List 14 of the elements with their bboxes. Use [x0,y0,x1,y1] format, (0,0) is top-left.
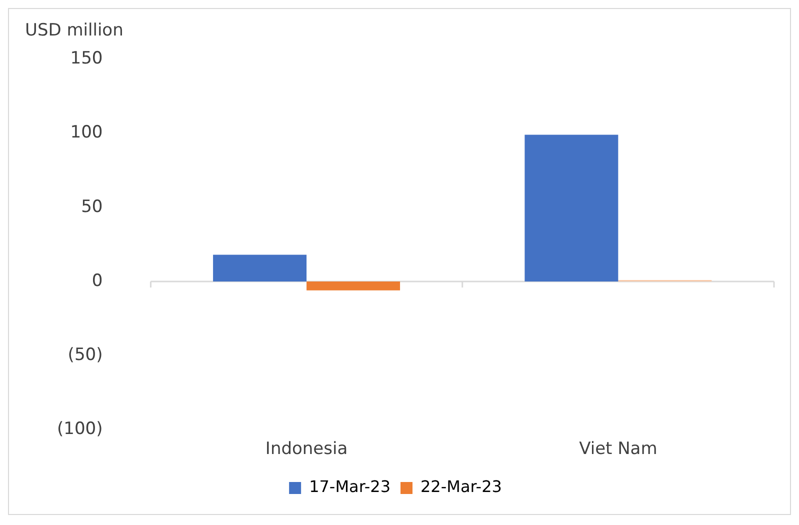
legend-label: 22-Mar-23 [420,477,502,496]
x-tick-label: Viet Nam [579,439,658,460]
bar [524,134,618,282]
y-axis-title: USD million [25,20,124,40]
x-tick-label: Indonesia [265,439,348,460]
y-tick-label: 100 [70,122,103,143]
y-tick-label: 150 [70,48,103,69]
y-tick-label: (100) [56,419,103,440]
bar [306,281,400,290]
bar [213,254,307,282]
legend-label: 17-Mar-23 [309,477,391,496]
y-tick-label: (50) [68,344,103,365]
y-tick-label: 0 [92,270,103,291]
y-tick-label: 50 [81,196,103,217]
